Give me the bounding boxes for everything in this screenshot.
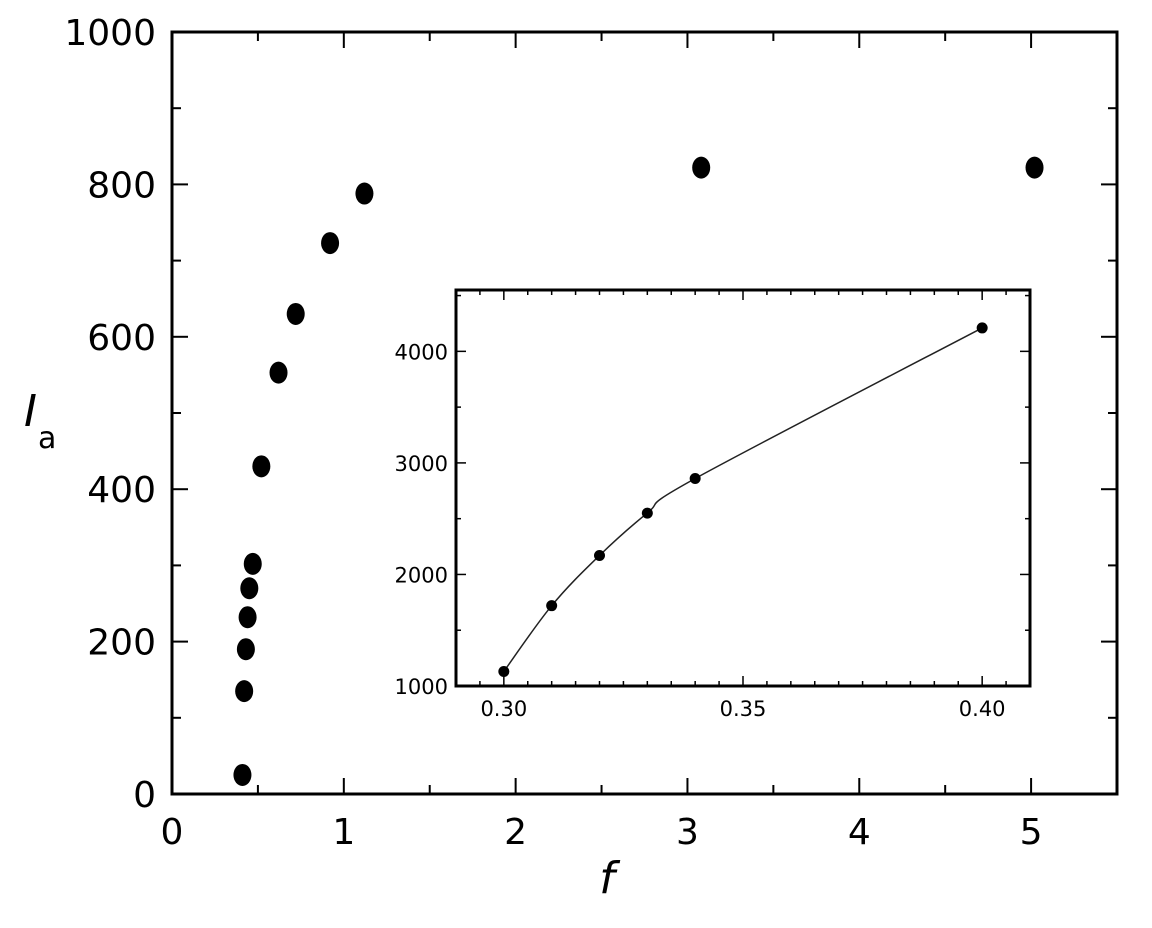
data-point: [692, 156, 711, 179]
inset-y-tick-label: 2000: [395, 563, 448, 587]
data-point: [233, 763, 252, 786]
inset-x-tick-label: 0.40: [959, 697, 1006, 721]
inset-y-tick-label: 4000: [395, 340, 448, 364]
inset-data-point: [546, 600, 558, 612]
inset-y-tick-label: 3000: [395, 452, 448, 476]
x-tick-label: 4: [848, 812, 871, 853]
data-point: [355, 182, 374, 205]
inset-background: [456, 290, 1030, 686]
x-tick-label: 1: [332, 812, 355, 853]
data-point: [1025, 156, 1044, 179]
x-tick-label: 2: [504, 812, 527, 853]
x-tick-label: 0: [161, 812, 184, 853]
inset-data-point: [641, 507, 653, 519]
y-tick-label: 1000: [64, 13, 156, 54]
y-tick-label: 200: [87, 623, 156, 664]
y-axis-title-subscript: a: [38, 421, 56, 456]
inset-data-point: [594, 549, 605, 561]
inset-data-point: [498, 665, 510, 677]
inset-x-tick-label: 0.35: [720, 697, 767, 721]
main-tick-labels: 0 1 2 3 4 5 0 200 400 600 800 1000: [64, 13, 1042, 853]
inset-data-point: [689, 473, 701, 485]
x-axis-title: f: [599, 853, 621, 904]
y-tick-label: 800: [87, 165, 156, 206]
data-point: [236, 638, 255, 661]
data-point: [286, 302, 305, 325]
y-tick-label: 600: [87, 318, 156, 359]
main-points: [233, 156, 1044, 786]
data-point: [321, 232, 340, 255]
y-tick-label: 400: [87, 470, 156, 511]
data-point: [238, 606, 257, 629]
inset-ticks: [455, 290, 1031, 687]
inset-tick-labels: 0.30 0.35 0.40 1000 2000 3000 4000: [395, 340, 1006, 721]
inset-points: [498, 322, 988, 677]
inset-y-tick-label: 1000: [395, 675, 448, 699]
inset-x-tick-label: 0.30: [480, 697, 527, 721]
x-tick-label: 3: [676, 812, 699, 853]
data-point: [240, 577, 259, 600]
x-tick-label: 5: [1020, 812, 1043, 853]
main-ticks: [171, 31, 1118, 795]
y-axis-title: I: [24, 386, 37, 437]
data-point: [252, 455, 271, 478]
data-point: [269, 361, 288, 384]
data-point: [235, 680, 254, 703]
data-point: [243, 552, 262, 575]
main-plot: 0 1 2 3 4 5 0 200 400 600 800 1000 f I a: [24, 13, 1119, 904]
y-tick-label: 0: [133, 775, 156, 816]
inset-data-point: [976, 322, 988, 334]
inset-plot: 0.30 0.35 0.40 1000 2000 3000 4000: [395, 288, 1032, 721]
